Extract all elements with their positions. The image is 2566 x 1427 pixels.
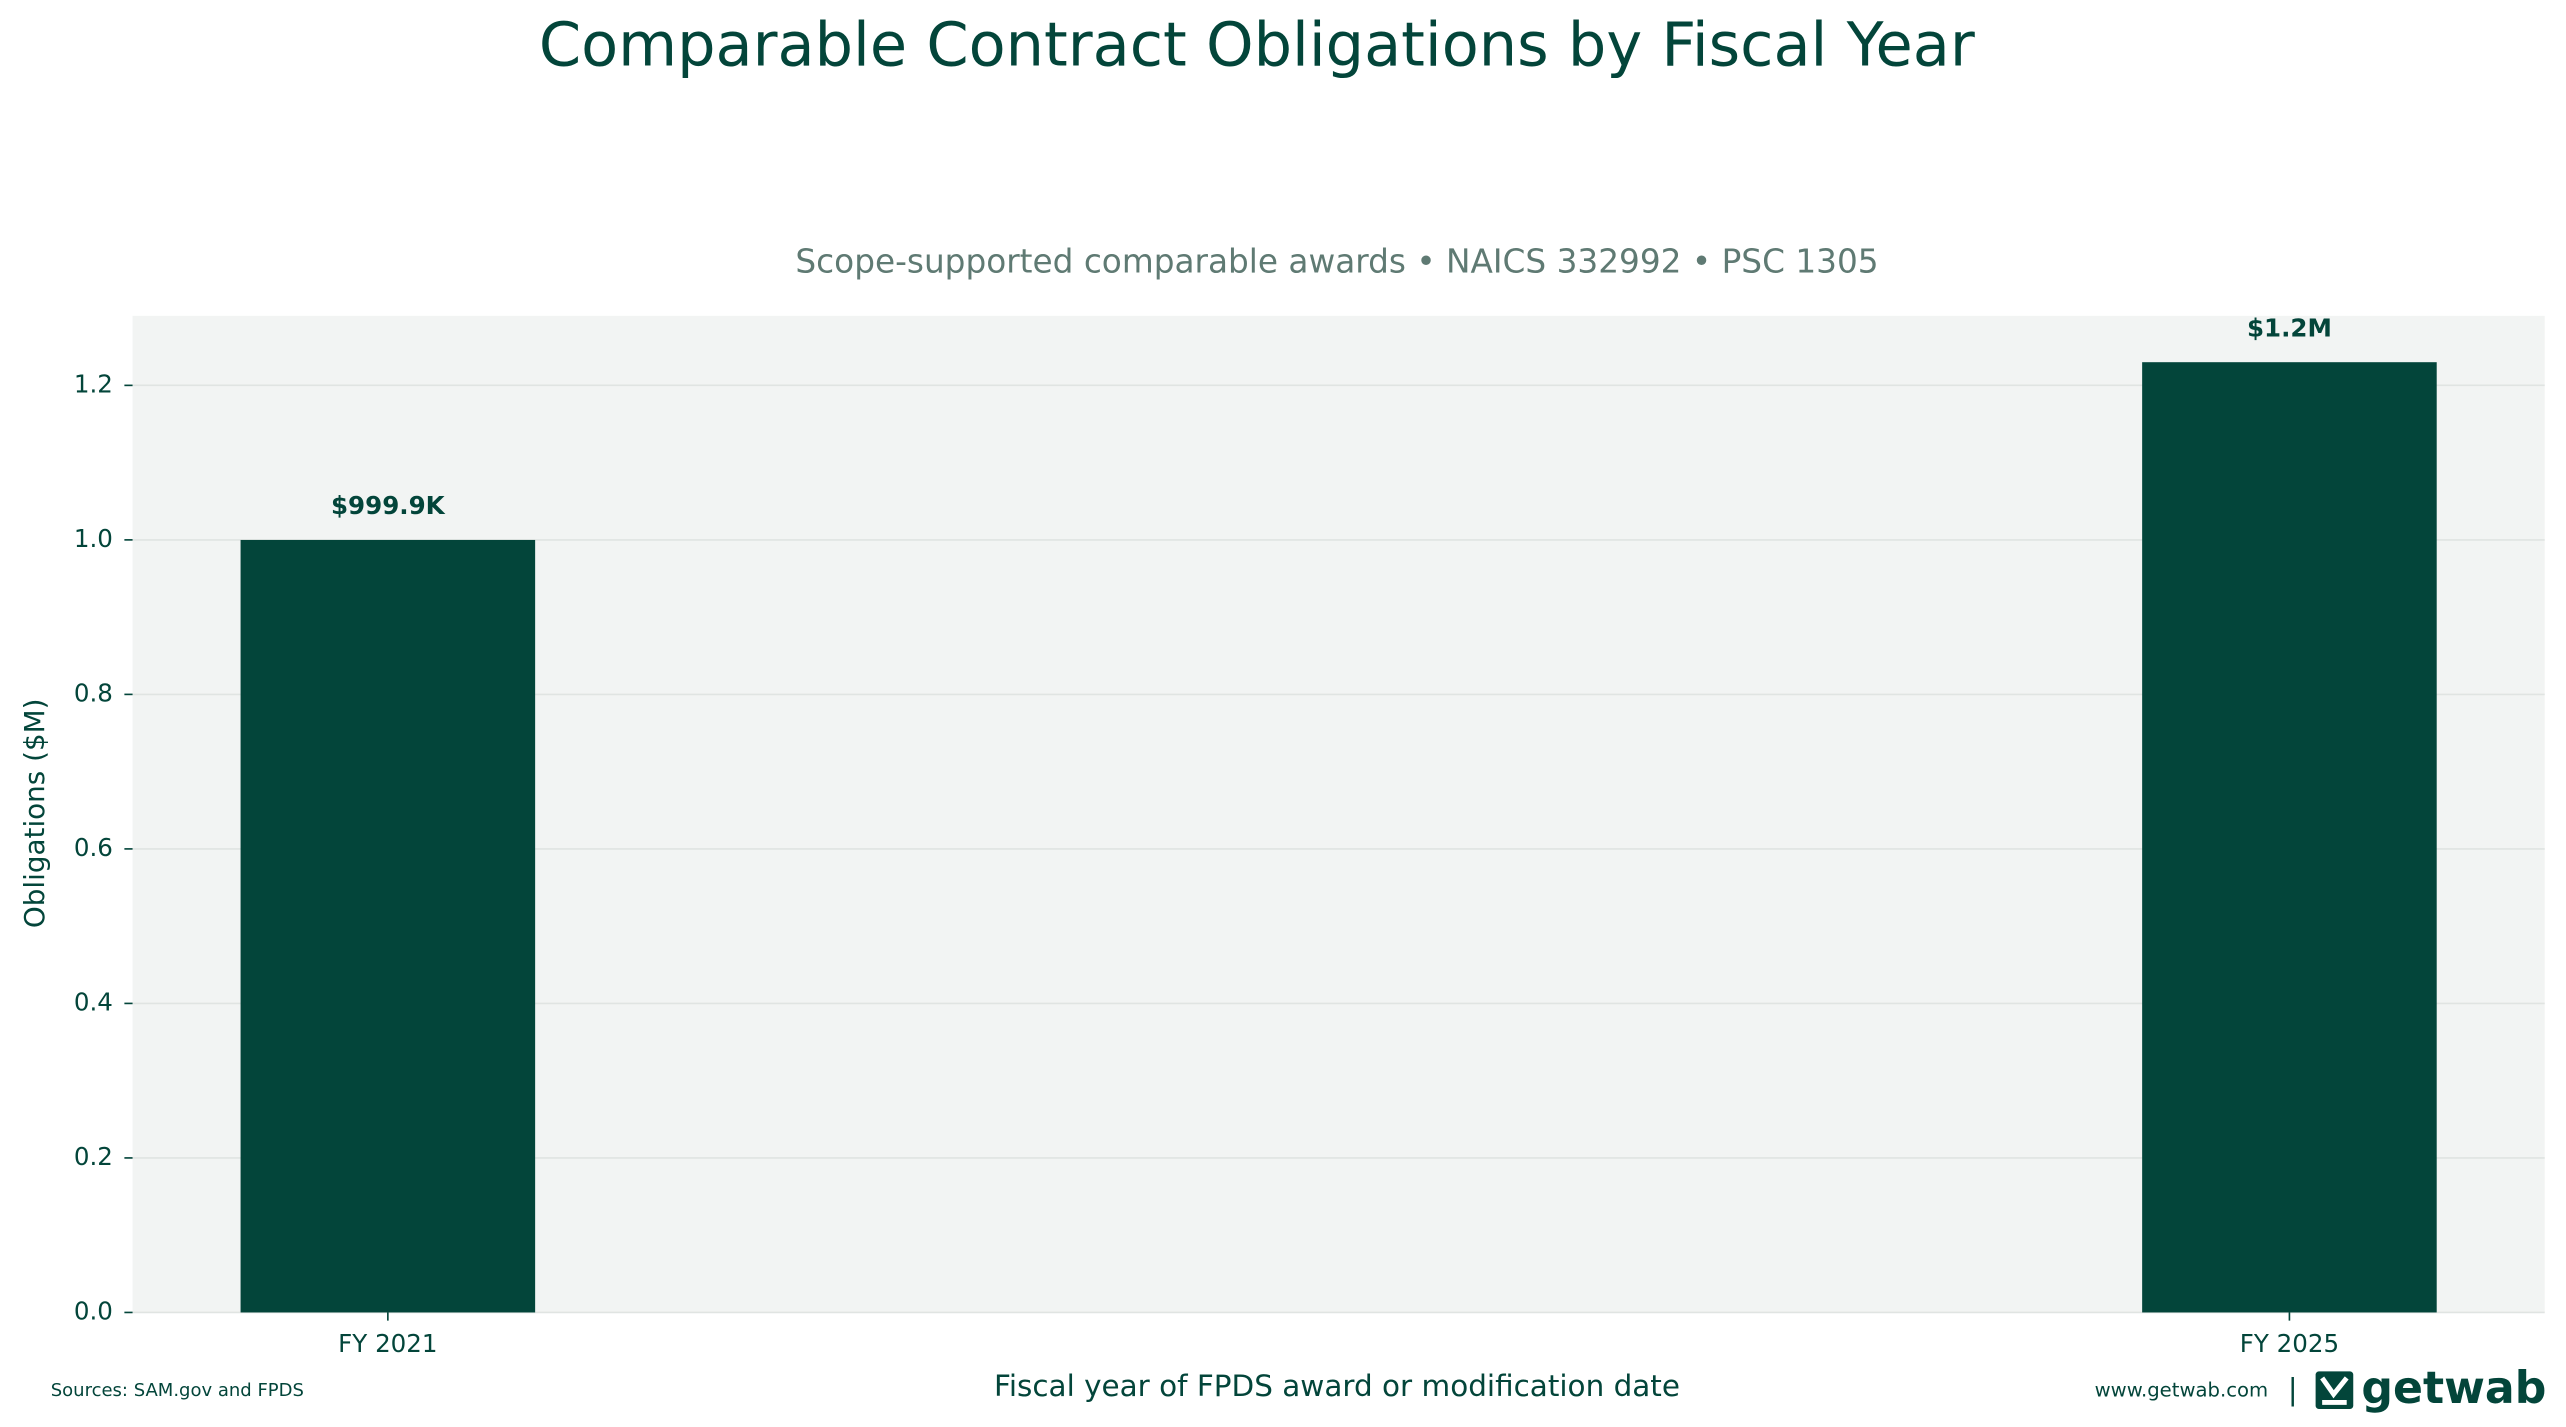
y-tick-label: 0.0: [74, 1296, 113, 1325]
bar: [240, 539, 536, 1313]
value-label: $1.2M: [2247, 313, 2332, 342]
y-tick-label: 1.2: [74, 369, 113, 398]
website: www.getwab.com: [2095, 1378, 2269, 1401]
x-axis-label: Fiscal year of FPDS award or modificatio…: [994, 1369, 1680, 1403]
y-tick-label: 0.2: [74, 1142, 113, 1171]
x-tick-label: FY 2021: [338, 1329, 437, 1358]
y-tick-label: 0.6: [74, 833, 113, 862]
source-note: Sources: SAM.gov and FPDS: [51, 1380, 304, 1401]
y-axis-label: Obligations ($M): [18, 699, 51, 929]
x-tick-label: FY 2025: [2240, 1329, 2339, 1358]
y-tick-label: 0.4: [74, 987, 113, 1016]
chart-subtitle: Scope-supported comparable awards • NAIC…: [795, 242, 1878, 280]
y-tick-label: 1.0: [74, 524, 113, 553]
value-label: $999.9K: [331, 491, 446, 520]
logo-glyph: [2320, 1376, 2349, 1405]
brand-name: getwab: [2361, 1363, 2546, 1414]
brand-logo: [2315, 1371, 2354, 1409]
bar: [2142, 362, 2437, 1313]
separator: |: [2288, 1372, 2298, 1407]
chart-title: Comparable Contract Obligations by Fisca…: [539, 11, 1975, 81]
y-tick-label: 0.8: [74, 678, 113, 707]
